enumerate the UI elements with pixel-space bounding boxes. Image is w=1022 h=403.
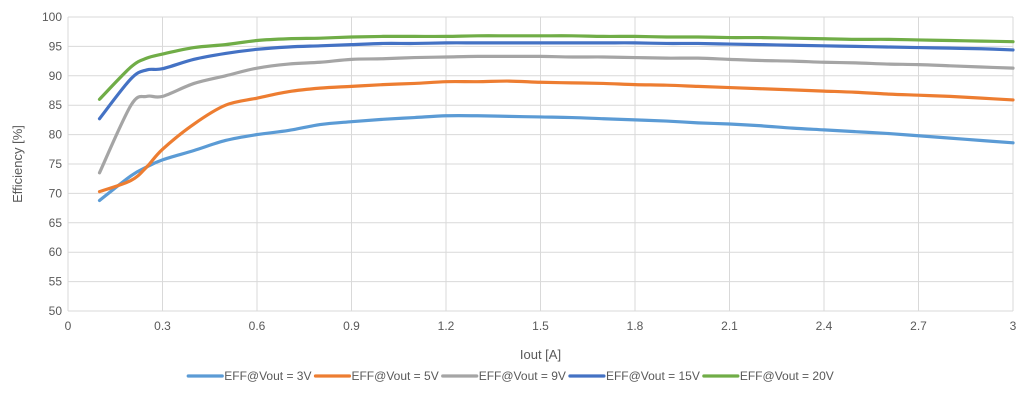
x-tick-label: 1.2 — [438, 319, 455, 333]
y-tick-label: 80 — [49, 128, 63, 142]
y-tick-label: 75 — [49, 157, 63, 171]
y-tick-label: 65 — [49, 216, 63, 230]
series-line-eff-vout-15v — [97, 41, 1015, 121]
series-line-eff-vout-5v — [97, 79, 1015, 194]
gridlines — [67, 16, 1014, 312]
x-tick-label: 0.3 — [154, 319, 171, 333]
x-axis-title: Iout [A] — [520, 347, 561, 362]
legend: EFF@Vout = 3V EFF@Vout = 5V EFF@Vout = 9V E… — [186, 369, 834, 383]
series-lines — [97, 34, 1015, 203]
x-tick-label: 0.9 — [343, 319, 360, 333]
y-tick-label: 85 — [49, 98, 63, 112]
legend-label-eff-vout-9v: EFF@Vout = 9V — [479, 369, 566, 383]
y-tick-label: 95 — [49, 39, 63, 53]
legend-label-eff-vout-20v: EFF@Vout = 20V — [740, 369, 834, 383]
x-tick-label: 2.4 — [816, 319, 833, 333]
y-tick-label: 60 — [49, 245, 63, 259]
x-tick-label: 1.5 — [532, 319, 549, 333]
x-tick-label: 2.7 — [910, 319, 927, 333]
y-tick-label: 90 — [49, 69, 63, 83]
y-tick-label: 70 — [49, 186, 63, 200]
x-tick-label: 2.1 — [721, 319, 738, 333]
x-tick-label: 0 — [65, 319, 72, 333]
axes: 50 55 60 65 70 75 80 85 90 95 100 0 0.3 0.6 0.9 1.2 1.5 1… — [42, 10, 1017, 333]
legend-label-eff-vout-3v: EFF@Vout = 3V — [224, 369, 311, 383]
legend-label-eff-vout-5v: EFF@Vout = 5V — [351, 369, 438, 383]
legend-label-eff-vout-15v: EFF@Vout = 15V — [606, 369, 700, 383]
y-tick-label: 55 — [49, 275, 63, 289]
series-line-eff-vout-9v — [97, 54, 1015, 175]
x-tick-label: 0.6 — [249, 319, 266, 333]
series-line-eff-vout-3v — [97, 114, 1015, 203]
x-tick-label: 3 — [1010, 319, 1017, 333]
y-axis-title: Efficiency [%] — [10, 125, 25, 203]
x-tick-label: 1.8 — [627, 319, 644, 333]
y-tick-label: 100 — [42, 10, 62, 24]
series-line-eff-vout-20v — [97, 34, 1015, 101]
y-tick-label: 50 — [49, 304, 63, 318]
